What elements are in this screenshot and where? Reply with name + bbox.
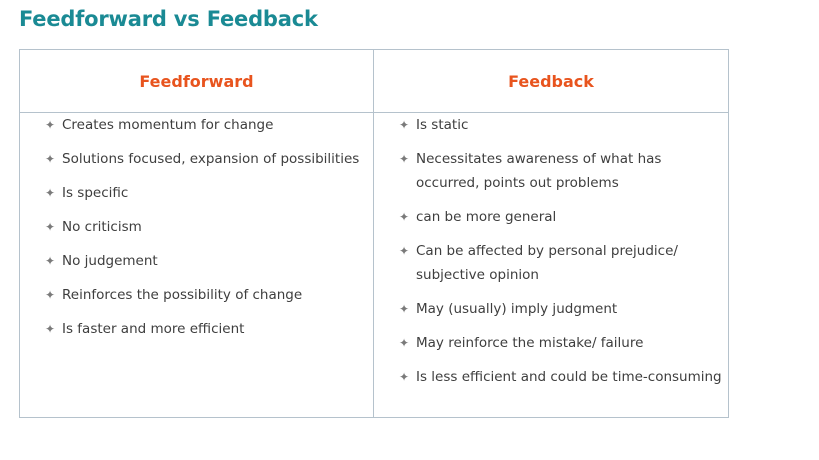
star-bullet-icon: ✦ bbox=[399, 118, 410, 132]
table-header-row: Feedforward Feedback bbox=[19, 49, 729, 113]
list-item-text: Can be affected by personal prejudice/ s… bbox=[416, 243, 678, 283]
list-item-text: Is less efficient and could be time-cons… bbox=[416, 369, 722, 385]
star-bullet-icon: ✦ bbox=[399, 210, 410, 224]
header-feedback: Feedback bbox=[373, 49, 729, 113]
list-item-text: can be more general bbox=[416, 209, 557, 225]
list-item: ✦ No judgement bbox=[20, 249, 373, 273]
list-item-text: Creates momentum for change bbox=[62, 117, 274, 133]
star-bullet-icon: ✦ bbox=[45, 152, 56, 166]
list-item-text: Reinforces the possibility of change bbox=[62, 287, 303, 303]
list-item: ✦ May (usually) imply judgment bbox=[374, 297, 728, 321]
list-item-text: Is specific bbox=[62, 185, 129, 201]
list-item: ✦ Solutions focused, expansion of possibi… bbox=[20, 147, 373, 171]
list-item: ✦ Is faster and more efficient bbox=[20, 317, 373, 341]
list-item-text: Necessitates awareness of what has occur… bbox=[416, 151, 662, 191]
star-bullet-icon: ✦ bbox=[399, 370, 410, 384]
star-bullet-icon: ✦ bbox=[45, 186, 56, 200]
star-bullet-icon: ✦ bbox=[45, 254, 56, 268]
list-item: ✦ Is static bbox=[374, 113, 728, 137]
list-item: ✦ No criticism bbox=[20, 215, 373, 239]
feedforward-cell: ✦ Creates momentum for change ✦ Solutions … bbox=[19, 112, 374, 418]
star-bullet-icon: ✦ bbox=[45, 118, 56, 132]
list-item-text: May (usually) imply judgment bbox=[416, 301, 618, 317]
list-item: ✦ can be more general bbox=[374, 205, 728, 229]
star-bullet-icon: ✦ bbox=[399, 244, 410, 258]
list-item-text: Is faster and more efficient bbox=[62, 321, 245, 337]
list-item-text: No judgement bbox=[62, 253, 158, 269]
feedback-list: ✦ Is static ✦ Necessitates awareness of wh… bbox=[374, 113, 728, 389]
star-bullet-icon: ✦ bbox=[45, 322, 56, 336]
list-item: ✦ Creates momentum for change bbox=[20, 113, 373, 137]
list-item: ✦ Can be affected by personal prejudice/ … bbox=[374, 239, 728, 287]
list-item: ✦ Is specific bbox=[20, 181, 373, 205]
star-bullet-icon: ✦ bbox=[399, 336, 410, 350]
feedback-cell: ✦ Is static ✦ Necessitates awareness of wh… bbox=[373, 112, 729, 418]
page-title: Feedforward vs Feedback bbox=[19, 7, 318, 31]
list-item: ✦ May reinforce the mistake/ failure bbox=[374, 331, 728, 355]
list-item-text: Solutions focused, expansion of possibil… bbox=[62, 151, 360, 167]
comparison-table: Feedforward Feedback ✦ Creates momentum f… bbox=[19, 49, 729, 418]
table-row: ✦ Creates momentum for change ✦ Solutions … bbox=[19, 112, 729, 418]
list-item-text: No criticism bbox=[62, 219, 142, 235]
list-item: ✦ Is less efficient and could be time-con… bbox=[374, 365, 728, 389]
list-item-text: Is static bbox=[416, 117, 469, 133]
star-bullet-icon: ✦ bbox=[399, 302, 410, 316]
header-feedforward: Feedforward bbox=[19, 49, 374, 113]
star-bullet-icon: ✦ bbox=[399, 152, 410, 166]
list-item: ✦ Necessitates awareness of what has occu… bbox=[374, 147, 728, 195]
list-item-text: May reinforce the mistake/ failure bbox=[416, 335, 644, 351]
star-bullet-icon: ✦ bbox=[45, 220, 56, 234]
star-bullet-icon: ✦ bbox=[45, 288, 56, 302]
list-item: ✦ Reinforces the possibility of change bbox=[20, 283, 373, 307]
feedforward-list: ✦ Creates momentum for change ✦ Solutions … bbox=[20, 113, 373, 341]
